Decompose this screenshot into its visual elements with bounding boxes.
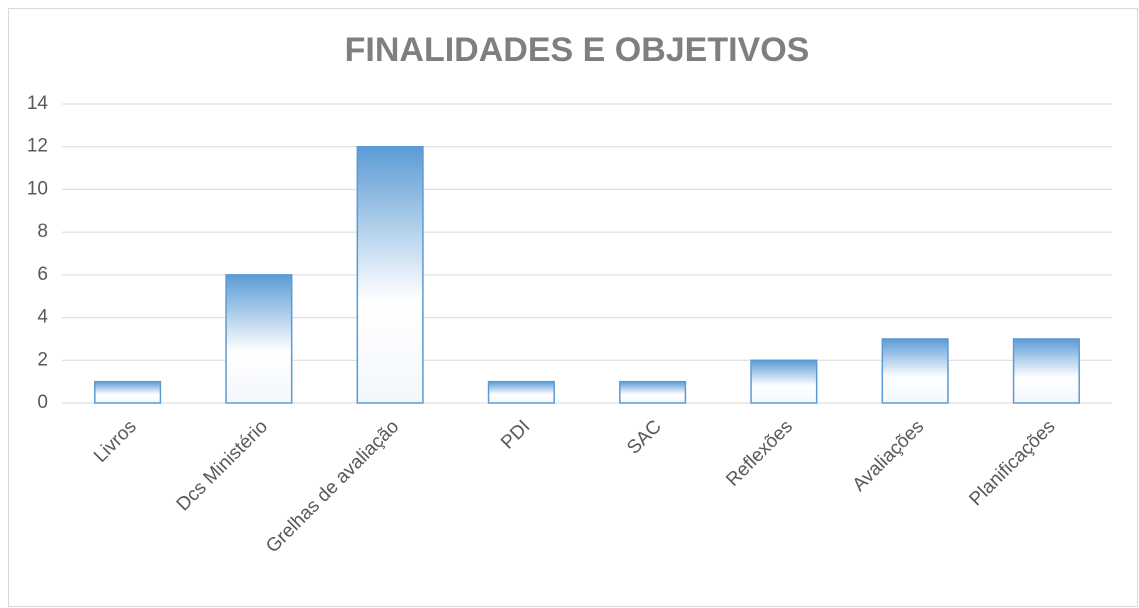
y-tick-label: 12 (27, 136, 48, 157)
bar (1012, 338, 1080, 404)
chart-title: FINALIDADES E OBJETIVOS (345, 31, 810, 69)
chart-frame (8, 8, 1138, 607)
y-tick-label: 8 (37, 221, 48, 242)
bar (487, 380, 555, 404)
y-tick-label: 2 (37, 349, 48, 370)
y-tick-label: 4 (37, 307, 48, 328)
y-tick-label: 6 (37, 264, 48, 285)
bar (94, 380, 162, 404)
bar (619, 380, 687, 404)
y-tick-label: 10 (27, 178, 48, 199)
y-tick-label: 14 (27, 93, 49, 114)
y-tick-label: 0 (37, 392, 48, 413)
bar (750, 359, 818, 404)
bar (225, 274, 293, 404)
bar (356, 145, 424, 404)
bar (881, 338, 949, 404)
